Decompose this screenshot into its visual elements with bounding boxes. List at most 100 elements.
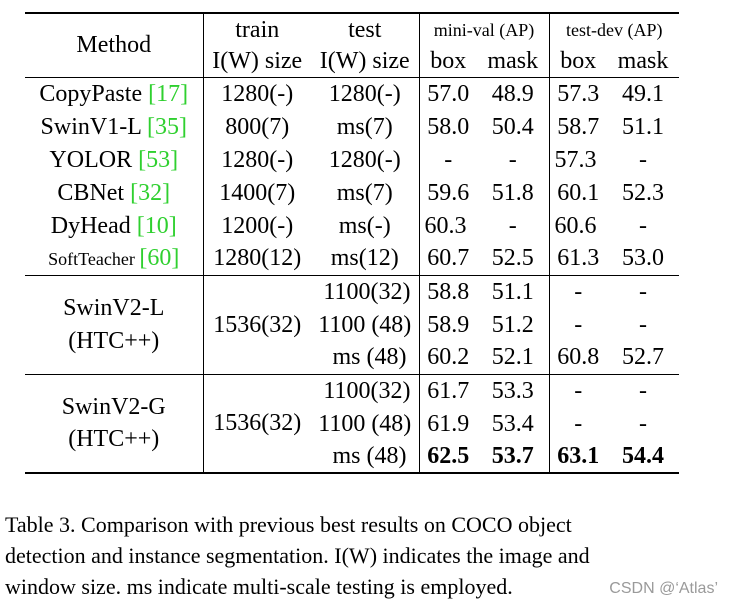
citation-link[interactable]: [10]	[136, 212, 177, 239]
testdev-box-cell: 57.3	[557, 80, 600, 107]
minival-box-cell: 60.3	[424, 212, 467, 239]
minival-box-cell: 59.6	[427, 179, 470, 206]
minival-mask-cell: 53.7	[477, 440, 550, 474]
minival-box-header: box	[419, 45, 477, 78]
testdev-box-cell: 57.3	[554, 146, 597, 173]
test-size-cell: ms(7)	[311, 110, 420, 143]
citation-link[interactable]: [17]	[148, 80, 189, 107]
table-row: CopyPaste [17] 1280(-) 1280(-) 57.0 48.9…	[25, 77, 679, 110]
minival-box-cell: 61.7	[427, 377, 470, 404]
minival-box-cell: 61.9	[427, 410, 470, 437]
train-size-cell: 1280(-)	[221, 146, 294, 173]
method-cell: DyHead [10]	[25, 209, 204, 242]
test-size-cell: ms (48)	[311, 440, 420, 474]
testdev-mask-cell: -	[639, 146, 647, 173]
minival-mask-cell: 51.8	[477, 176, 550, 209]
train-size-cell: 800(7)	[225, 113, 290, 140]
train-header: train	[203, 12, 311, 45]
train-size-cell: 1280(12)	[203, 242, 311, 276]
method-header: Method	[25, 12, 204, 78]
minival-box-cell: 60.7	[419, 242, 477, 276]
minival-mask-cell: 52.5	[477, 242, 550, 276]
test-size-cell: 1100(32)	[311, 374, 420, 407]
train-size-cell: 1400(7)	[219, 179, 296, 206]
train-size-cell: 1536(32)	[203, 275, 311, 375]
minival-box-cell: 58.0	[427, 113, 470, 140]
test-size-cell: 1100 (48)	[311, 308, 420, 341]
method-cell: SoftTeacher [60]	[25, 242, 204, 276]
test-size-cell: 1280(-)	[311, 143, 420, 176]
testdev-mask-cell: -	[639, 311, 647, 338]
testdev-box-cell: 63.1	[549, 440, 607, 474]
minival-box-cell: -	[444, 146, 453, 173]
minival-mask-cell: 53.4	[477, 407, 550, 440]
testdev-mask-cell: 51.1	[622, 113, 664, 140]
table-row: ms (48) 60.2 52.1 60.8 52.7	[25, 341, 679, 375]
minival-mask-header: mask	[477, 45, 550, 78]
minival-mask-cell: -	[477, 209, 550, 242]
citation-link[interactable]: [32]	[130, 179, 171, 206]
table-row: SwinV2-L (HTC++) 1536(32) 1100(32) 58.8 …	[25, 275, 679, 375]
minival-mask-cell: 53.3	[477, 374, 550, 407]
testdev-mask-cell: 54.4	[607, 440, 679, 474]
testdev-box-cell: 61.3	[549, 242, 607, 276]
table-row: SwinV2-G (HTC++) 1536(32) 1100(32) 61.7 …	[25, 374, 679, 474]
table-row: SoftTeacher [60] 1280(12) ms(12) 60.7 52…	[25, 242, 679, 276]
citation-link[interactable]: [60]	[139, 245, 180, 272]
watermark: CSDN @‘Atlas’	[609, 580, 718, 597]
testdev-box-cell: -	[574, 410, 583, 437]
train-size-cell: 1536(32)	[203, 374, 311, 474]
table-caption: Table 3. Comparison with previous best r…	[5, 509, 725, 602]
test-header: test	[311, 12, 420, 45]
testdev-mask-cell: 49.1	[622, 80, 664, 107]
test-size-cell: ms(-)	[311, 209, 420, 242]
testdev-mask-cell: -	[639, 410, 647, 437]
test-size-cell: ms(12)	[311, 242, 420, 276]
minival-header: mini-val (AP)	[419, 12, 550, 45]
testdev-mask-cell: -	[639, 278, 647, 305]
test-size-cell: 1100(32)	[311, 275, 420, 308]
testdev-box-cell: 60.6	[554, 212, 597, 239]
testdev-mask-cell: 52.7	[607, 341, 679, 375]
minival-box-cell: 60.2	[419, 341, 477, 375]
table-row: 1100 (48) 61.9 53.4 - -	[25, 407, 679, 440]
minival-box-cell: 62.5	[419, 440, 477, 474]
table-row: SwinV1-L [35] 800(7) ms(7) 58.0 50.4 58.…	[25, 110, 679, 143]
testdev-box-cell: -	[574, 377, 583, 404]
testdev-mask-cell: 53.0	[607, 242, 679, 276]
testdev-box-header: box	[549, 45, 607, 78]
method-cell: SwinV2-L (HTC++)	[25, 275, 204, 375]
caption-line: Table 3. Comparison with previous best r…	[5, 512, 572, 537]
caption-line: window size. ms indicate multi-scale tes…	[5, 574, 513, 599]
testdev-mask-header: mask	[607, 45, 679, 78]
testdev-header: test-dev (AP)	[549, 12, 679, 45]
minival-mask-cell: 51.1	[477, 275, 550, 308]
method-cell: YOLOR [53]	[25, 143, 204, 176]
testdev-box-cell: -	[574, 278, 583, 305]
test-size-cell: 1280(-)	[311, 77, 420, 110]
minival-mask-cell: 52.1	[477, 341, 550, 375]
table-row: YOLOR [53] 1280(-) 1280(-) - - 57.3 -	[25, 143, 679, 176]
minival-mask-cell: 48.9	[477, 77, 550, 110]
train-size-cell: 1200(-)	[221, 212, 294, 239]
train-size-header: I(W) size	[203, 45, 311, 78]
table-row: CBNet [32] 1400(7) ms(7) 59.6 51.8 60.1 …	[25, 176, 679, 209]
testdev-mask-cell: -	[639, 377, 647, 404]
testdev-mask-cell: 52.3	[622, 179, 664, 206]
table-row: 1100 (48) 58.9 51.2 - -	[25, 308, 679, 341]
method-cell: SwinV2-G (HTC++)	[25, 374, 204, 474]
table-row: ms (48) 62.5 53.7 63.1 54.4	[25, 440, 679, 474]
method-cell: CBNet [32]	[25, 176, 204, 209]
testdev-box-cell: 60.1	[557, 179, 600, 206]
test-size-header: I(W) size	[311, 45, 420, 78]
test-size-cell: ms (48)	[311, 341, 420, 375]
minival-mask-cell: 51.2	[477, 308, 550, 341]
method-cell: CopyPaste [17]	[25, 77, 204, 110]
testdev-mask-cell: -	[639, 212, 647, 239]
minival-box-cell: 58.9	[427, 311, 470, 338]
citation-link[interactable]: [35]	[146, 113, 187, 140]
testdev-box-cell: 60.8	[549, 341, 607, 375]
minival-box-cell: 58.8	[427, 278, 470, 305]
results-table: Method train test mini-val (AP) test-dev…	[25, 12, 679, 474]
citation-link[interactable]: [53]	[138, 146, 179, 173]
